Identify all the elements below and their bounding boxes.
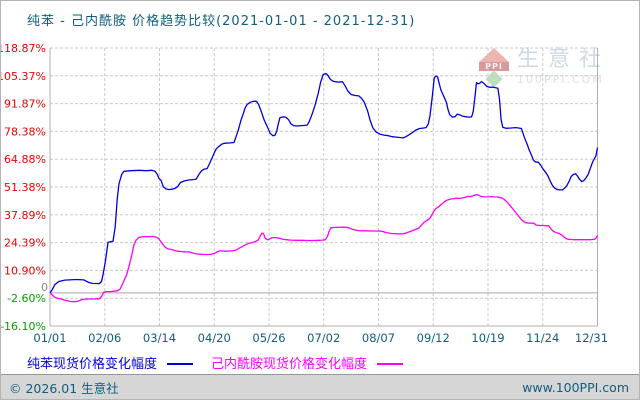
logo-roof-icon <box>479 48 509 62</box>
x-axis-label: 09/12 <box>417 331 450 345</box>
watermark-text: 生意社 100PPI.COM <box>517 47 611 87</box>
x-axis-label: 03/14 <box>143 331 176 345</box>
x-axis-label: 07/02 <box>307 331 340 345</box>
watermark: PPI 生意社 100PPI.COM <box>477 48 610 88</box>
legend: 纯苯现货价格变化幅度 己内酰胺现货价格变化幅度 <box>27 353 421 372</box>
y-axis-label: 10.90% <box>4 264 46 277</box>
logo-ppi-label: PPI <box>479 62 509 71</box>
y-axis-label: 24.39% <box>4 237 46 250</box>
price-trend-line-chart: 118.87% 105.37% 91.87% 78.38% 64.88% 51.38% 37… <box>1 42 608 345</box>
x-axis-label: 10/19 <box>471 331 504 345</box>
x-axis-label: 08/07 <box>362 331 395 345</box>
footer-website-link[interactable]: www.100PPI.com <box>522 379 629 395</box>
watermark-brand: 生意社 <box>517 47 611 72</box>
x-axis-label: 04/20 <box>198 331 231 345</box>
legend-line-sample-1 <box>167 362 194 365</box>
x-axis-label: 12/31 <box>575 331 608 345</box>
y-axis-label: 37.89% <box>4 209 46 222</box>
y-axis-label: -16.10% <box>1 320 46 333</box>
y-axis-label: -2.60% <box>7 292 46 305</box>
zero-label: 0 <box>41 281 48 294</box>
chart-title: 纯苯 - 己内酰胺 价格趋势比较(2021-01-01 - 2021-12-31… <box>27 14 416 29</box>
y-axis-label: 78.38% <box>4 125 46 138</box>
x-axis-label: 11/24 <box>526 331 559 345</box>
legend-item-2: 己内酰胺现货价格变化幅度 <box>211 357 404 372</box>
y-axis-label: 118.87% <box>1 42 46 55</box>
legend-item-1: 纯苯现货价格变化幅度 <box>27 357 194 372</box>
legend-line-sample-2 <box>377 362 404 365</box>
100ppi-logo-icon: PPI <box>477 48 511 88</box>
legend-label-2: 己内酰胺现货价格变化幅度 <box>211 357 368 372</box>
x-axis-label: 02/06 <box>88 331 121 345</box>
legend-label-1: 纯苯现货价格变化幅度 <box>27 357 158 372</box>
series-line-2 <box>49 193 599 303</box>
x-axis-label: 01/01 <box>33 331 66 345</box>
y-axis-label: 105.37% <box>1 70 46 83</box>
x-axis-label: 05/26 <box>252 331 285 345</box>
y-axis-label: 64.88% <box>4 153 46 166</box>
y-axis-label: 51.38% <box>4 181 46 194</box>
footer-copyright: © 2026.01 生意社 <box>9 380 119 396</box>
y-axis-label: 91.87% <box>4 98 46 111</box>
series-line-1 <box>49 72 599 294</box>
footer-bar: © 2026.01 生意社 www.100PPI.com <box>1 374 639 399</box>
